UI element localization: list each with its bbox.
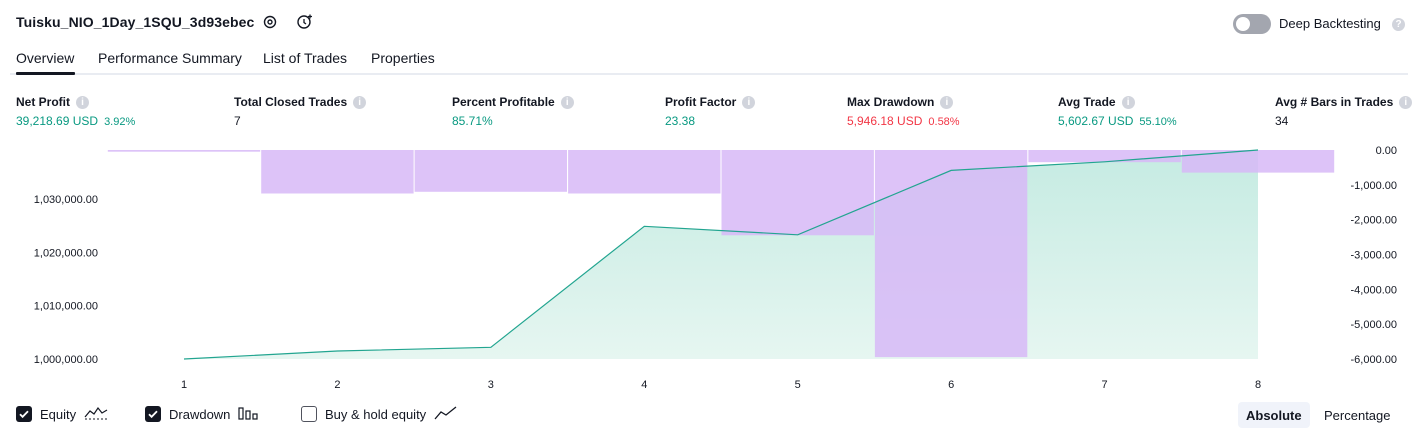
- drawdown-bar: [1028, 150, 1181, 163]
- left-axis-tick-label: 1,030,000.00: [34, 194, 98, 206]
- info-icon[interactable]: i: [560, 95, 574, 109]
- metric-avg-trade-value: 5,602.67 USD 55.10%: [1058, 114, 1177, 128]
- right-axis-tick-label: -4,000.00: [1351, 284, 1397, 296]
- tab-list-of-trades[interactable]: List of Trades: [263, 50, 348, 66]
- x-axis-tick-label: 8: [1255, 379, 1261, 391]
- right-axis-tick-label: -5,000.00: [1351, 319, 1397, 331]
- info-icon[interactable]: i: [940, 95, 954, 109]
- right-axis-tick-label: -6,000.00: [1351, 354, 1397, 366]
- equity-drawdown-chart[interactable]: 1,000,000.00 1,010,000.00 1,020,000.00 1,03…: [0, 140, 1424, 395]
- active-tab-indicator: [16, 72, 75, 75]
- buy-hold-checkbox[interactable]: [301, 406, 317, 422]
- legend-drawdown[interactable]: Drawdown: [145, 404, 260, 424]
- tabs-divider: [10, 73, 1408, 75]
- x-axis-tick-label: 6: [948, 379, 954, 391]
- tab-properties[interactable]: Properties: [371, 50, 435, 66]
- info-icon[interactable]: i: [742, 95, 756, 109]
- x-axis-tick-label: 4: [641, 379, 647, 391]
- deep-backtesting-help-icon[interactable]: ?: [1392, 18, 1405, 31]
- metric-percent-profitable-label: Percent Profitable i: [452, 95, 574, 109]
- equity-series-icon: [84, 405, 108, 424]
- metric-net-profit-label: Net Profit i: [16, 95, 89, 109]
- drawdown-bar: [107, 150, 261, 152]
- add-alert-icon[interactable]: [296, 13, 314, 31]
- strategy-title: Tuisku_NIO_1Day_1SQU_3d93ebec: [16, 14, 255, 30]
- equity-checkbox[interactable]: [16, 406, 32, 422]
- metric-total-closed-trades-label: Total Closed Trades i: [234, 95, 367, 109]
- info-icon[interactable]: i: [76, 95, 89, 109]
- drawdown-bar: [568, 150, 721, 194]
- absolute-button[interactable]: Absolute: [1238, 402, 1310, 428]
- metric-avg-bars-value: 34: [1275, 114, 1289, 128]
- metric-max-drawdown-value: 5,946.18 USD 0.58%: [847, 114, 960, 128]
- tab-overview[interactable]: Overview: [16, 50, 75, 66]
- metric-net-profit-value: 39,218.69 USD 3.92%: [16, 114, 136, 128]
- x-axis-tick-label: 7: [1102, 379, 1108, 391]
- legend-equity[interactable]: Equity: [16, 404, 108, 424]
- drawdown-bars-icon: [238, 405, 260, 424]
- metric-avg-trade-label: Avg Trade i: [1058, 95, 1135, 109]
- left-axis-tick-label: 1,010,000.00: [34, 301, 98, 313]
- buy-hold-line-icon: [434, 405, 458, 424]
- metric-max-drawdown-label: Max Drawdown i: [847, 95, 954, 109]
- right-axis-tick-label: -2,000.00: [1351, 215, 1397, 227]
- x-axis-tick-label: 1: [181, 379, 187, 391]
- metric-profit-factor-value: 23.38: [665, 114, 696, 128]
- drawdown-checkbox[interactable]: [145, 406, 161, 422]
- info-icon[interactable]: i: [353, 95, 367, 109]
- x-axis-tick-label: 3: [488, 379, 494, 391]
- equity-line: [183, 149, 1259, 360]
- metric-total-closed-trades-value: 7: [234, 114, 241, 128]
- deep-backtesting-toggle[interactable]: [1233, 14, 1271, 34]
- left-axis-tick-label: 1,000,000.00: [34, 354, 98, 366]
- percentage-button[interactable]: Percentage: [1324, 407, 1391, 423]
- x-axis-tick-label: 5: [795, 379, 801, 391]
- right-axis-tick-label: -1,000.00: [1351, 180, 1397, 192]
- metric-avg-bars-label: Avg # Bars in Trades i: [1275, 95, 1413, 109]
- metric-profit-factor-label: Profit Factor i: [665, 95, 756, 109]
- drawdown-bar: [721, 150, 874, 236]
- drawdown-bar: [874, 150, 1028, 358]
- drawdown-bar: [1181, 150, 1335, 173]
- info-icon[interactable]: i: [1399, 95, 1413, 109]
- drawdown-bar: [261, 150, 414, 194]
- tab-performance-summary[interactable]: Performance Summary: [98, 50, 242, 66]
- drawdown-bar: [414, 150, 567, 192]
- legend-buy-hold-equity[interactable]: Buy & hold equity: [301, 404, 458, 424]
- settings-icon[interactable]: [261, 13, 279, 31]
- right-axis-tick-label: 0.00: [1376, 145, 1397, 157]
- metric-percent-profitable-value: 85.71%: [452, 114, 493, 128]
- info-icon[interactable]: i: [1121, 95, 1135, 109]
- x-axis-tick-label: 2: [334, 379, 340, 391]
- left-axis-tick-label: 1,020,000.00: [34, 247, 98, 259]
- deep-backtesting-label: Deep Backtesting: [1279, 16, 1381, 31]
- right-axis-tick-label: -3,000.00: [1351, 250, 1397, 262]
